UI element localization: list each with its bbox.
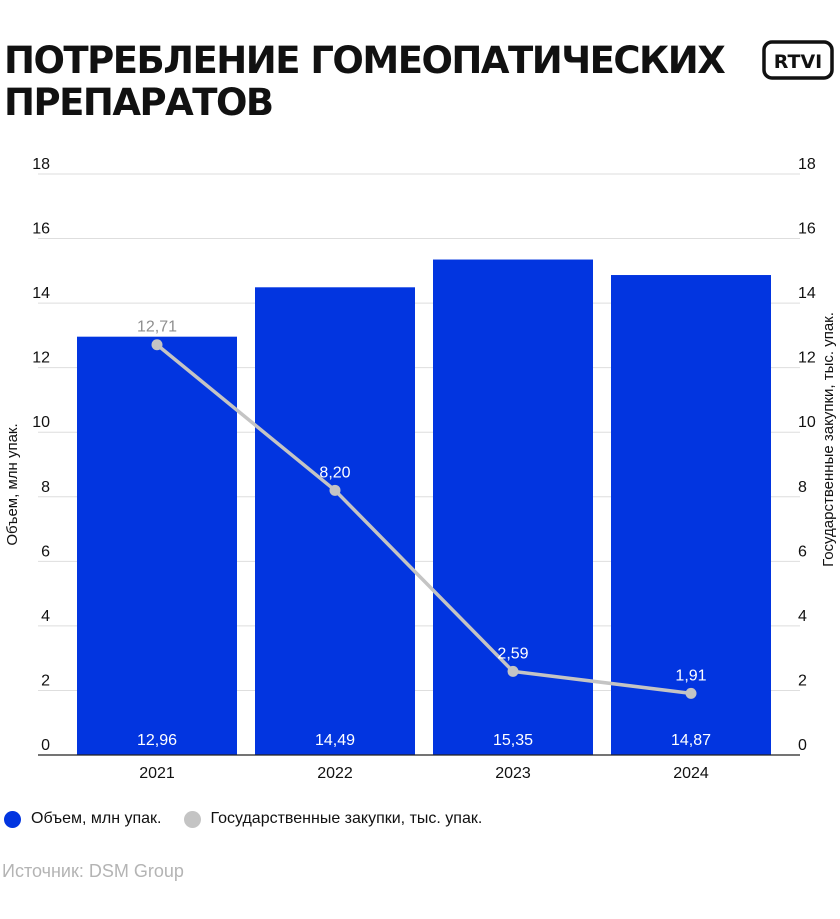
legend: Объем, млн упак. Государственные закупки…: [4, 810, 504, 828]
chart-title: ПОТРЕБЛЕНИЕ ГОМЕОПАТИЧЕСКИХ ПРЕПАРАТОВ: [4, 39, 726, 124]
procurement-value-label-2022: 8,20: [319, 464, 350, 481]
y-tick-right-8: 8: [798, 479, 807, 496]
procurement-value-label-2023: 2,59: [497, 645, 528, 662]
y-tick-left-4: 4: [41, 608, 50, 625]
y-tick-left-18: 18: [32, 156, 50, 173]
y-tick-left-16: 16: [32, 221, 50, 238]
x-tick-2023: 2023: [495, 765, 531, 782]
bar-2022: [255, 287, 415, 755]
y-tick-left-6: 6: [41, 543, 50, 560]
y-axis-title-left: Объем, млн упак.: [4, 423, 21, 545]
procurement-value-label-2021: 12,71: [137, 319, 177, 336]
procurement-point-2023: [507, 665, 519, 677]
y-tick-right-12: 12: [798, 350, 816, 367]
y-tick-left-2: 2: [41, 672, 50, 689]
x-tick-2022: 2022: [317, 765, 353, 782]
axis-layer: 0 0 2 2 4 4 6 6 8 8 10 10 12 12 14 14 16 16 18 18 2021 2022 20…: [4, 156, 837, 782]
y-tick-right-18: 18: [798, 156, 816, 173]
bar-layer: [77, 259, 771, 755]
legend-swatch-volume: [4, 810, 21, 828]
rtvi-logo-text: RTVI: [774, 51, 823, 73]
x-tick-2024: 2024: [673, 765, 709, 782]
procurement-point-2022: [329, 484, 341, 496]
y-tick-right-2: 2: [798, 672, 807, 689]
y-tick-left-14: 14: [32, 285, 50, 302]
legend-swatch-procurement: [183, 810, 201, 828]
bar-value-label-2024: 14,87: [671, 732, 711, 749]
source-note: Источник: DSM Group: [2, 861, 184, 881]
y-tick-right-14: 14: [798, 285, 816, 302]
y-tick-right-4: 4: [798, 608, 807, 625]
line-layer: [151, 339, 697, 699]
x-tick-2021: 2021: [139, 765, 175, 782]
y-tick-right-16: 16: [798, 221, 816, 238]
legend-label-procurement: Государственные закупки, тыс. упак.: [210, 810, 483, 827]
y-axis-title-right: Государственные закупки, тыс. упак.: [820, 312, 837, 567]
procurement-point-2024: [685, 687, 697, 699]
y-tick-left-8: 8: [41, 479, 50, 496]
bar-2023: [433, 259, 593, 755]
y-tick-left-12: 12: [32, 350, 50, 367]
bar-value-label-2023: 15,35: [493, 732, 533, 749]
y-tick-left-0: 0: [41, 737, 50, 754]
y-tick-left-10: 10: [32, 414, 50, 431]
y-tick-right-6: 6: [798, 543, 807, 560]
legend-item-procurement: Государственные закупки, тыс. упак.: [183, 810, 483, 828]
procurement-point-2021: [151, 339, 163, 351]
label-layer: 12,96 14,49 15,35 14,87 12,71 8,20 2,59 1,91: [137, 319, 711, 749]
bar-2021: [77, 336, 237, 755]
y-tick-right-0: 0: [798, 737, 807, 754]
bar-value-label-2022: 14,49: [315, 732, 355, 749]
y-tick-right-10: 10: [798, 414, 816, 431]
procurement-line: [155, 343, 692, 696]
procurement-value-label-2024: 1,91: [675, 667, 706, 684]
bar-2024: [611, 275, 771, 755]
legend-label-volume: Объем, млн упак.: [31, 810, 162, 827]
legend-item-volume: Объем, млн упак.: [4, 810, 162, 828]
bar-value-label-2021: 12,96: [137, 732, 177, 749]
rtvi-logo: RTVI: [762, 40, 834, 80]
